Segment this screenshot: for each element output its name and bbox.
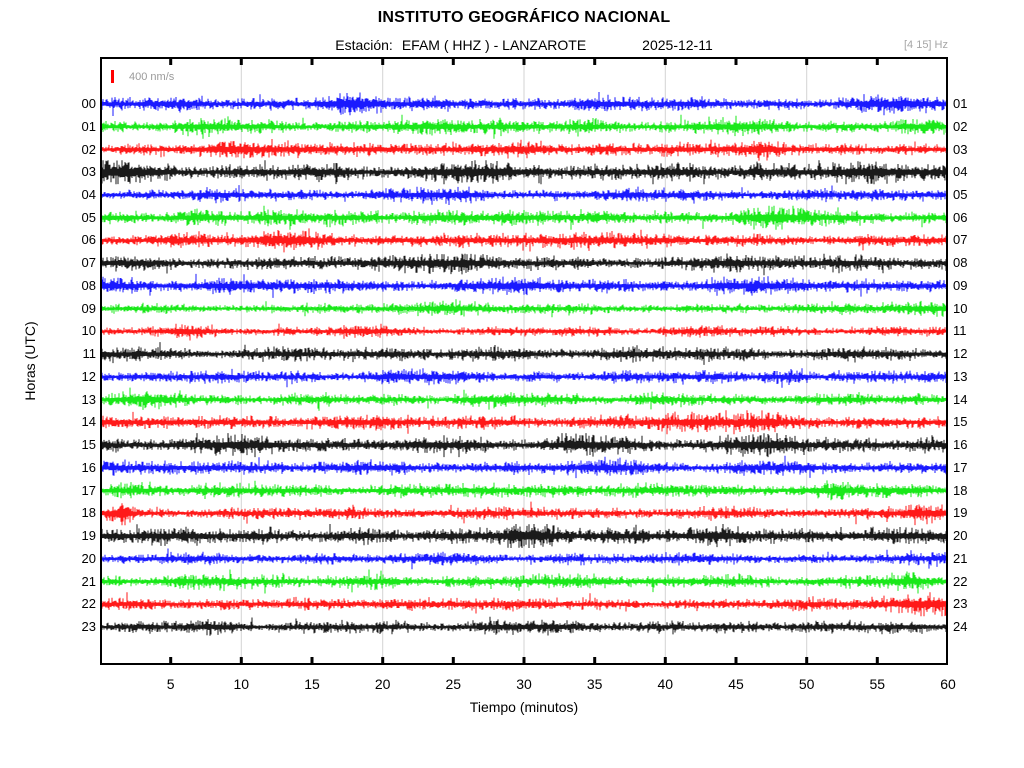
x-tick-label-30: 30 <box>516 676 532 692</box>
trace-hour-15 <box>100 433 948 458</box>
trace-hour-21 <box>100 569 948 594</box>
hour-label-right-18: 18 <box>953 482 968 498</box>
hour-label-left-11: 11 <box>82 346 97 362</box>
trace-hour-11 <box>100 342 948 365</box>
trace-hour-23 <box>100 616 948 636</box>
trace-hour-04 <box>100 185 948 205</box>
hour-label-left-14: 14 <box>81 414 96 430</box>
hour-label-left-20: 20 <box>81 550 96 566</box>
trace-hour-05 <box>100 205 948 230</box>
hour-label-left-22: 22 <box>81 596 96 612</box>
x-tick-label-5: 5 <box>166 676 175 692</box>
hour-label-left-08: 08 <box>81 277 96 293</box>
trace-hour-17 <box>100 480 948 501</box>
hour-label-right-21: 21 <box>953 550 968 566</box>
trace-hour-12 <box>100 368 948 388</box>
hour-label-right-12: 12 <box>953 346 968 362</box>
hour-label-right-08: 08 <box>953 255 968 271</box>
hour-label-left-16: 16 <box>81 459 96 475</box>
y-axis-label: Horas (UTC) <box>22 321 38 401</box>
hour-label-right-14: 14 <box>953 391 968 407</box>
hour-label-right-09: 09 <box>953 277 968 293</box>
hour-label-left-05: 05 <box>81 209 96 225</box>
hour-label-right-24: 24 <box>953 619 968 634</box>
trace-hour-00 <box>100 92 948 116</box>
hour-label-right-13: 13 <box>953 368 968 384</box>
trace-hour-20 <box>100 548 948 570</box>
page-title: INSTITUTO GEOGRÁFICO NACIONAL <box>377 9 671 26</box>
hour-label-left-01: 01 <box>81 118 96 134</box>
hour-label-left-00: 00 <box>81 96 96 111</box>
hour-label-right-01: 01 <box>953 96 968 111</box>
hour-label-right-10: 10 <box>953 300 968 316</box>
hour-label-right-23: 23 <box>953 596 968 612</box>
hour-label-right-06: 06 <box>953 209 968 225</box>
filter-band-label: [4 15] Hz <box>903 39 948 51</box>
hour-label-left-10: 10 <box>81 323 96 339</box>
x-tick-label-45: 45 <box>728 676 744 692</box>
trace-hour-06 <box>100 228 948 253</box>
hour-label-left-06: 06 <box>81 232 96 248</box>
date-label: 2025-12-11 <box>642 37 713 53</box>
hour-label-left-18: 18 <box>81 505 96 521</box>
station-value: EFAM ( HHZ ) - LANZAROTE <box>401 37 587 53</box>
x-tick-label-40: 40 <box>657 676 674 692</box>
trace-hour-07 <box>100 253 948 276</box>
x-tick-label-25: 25 <box>445 676 462 692</box>
hour-label-right-19: 19 <box>953 505 968 521</box>
hour-label-left-04: 04 <box>81 187 96 202</box>
scale-bar-label: 400 nm/s <box>129 70 175 83</box>
hour-label-right-02: 02 <box>953 118 968 134</box>
hour-label-right-15: 15 <box>953 414 968 430</box>
hour-label-right-16: 16 <box>953 437 968 453</box>
hour-label-right-22: 22 <box>953 573 968 589</box>
hour-label-right-07: 07 <box>953 232 968 248</box>
x-tick-label-50: 50 <box>798 676 815 692</box>
hour-label-left-03: 03 <box>81 164 96 180</box>
hour-label-right-17: 17 <box>953 459 968 475</box>
trace-hour-22 <box>100 592 948 617</box>
hour-label-left-02: 02 <box>81 141 96 157</box>
hour-label-left-19: 19 <box>81 528 96 543</box>
trace-hour-19 <box>100 524 948 548</box>
trace-hour-14 <box>100 410 948 435</box>
hour-label-right-20: 20 <box>953 528 968 543</box>
station-label: Estación: <box>335 37 393 53</box>
hour-label-right-04: 04 <box>953 164 968 180</box>
hour-label-left-15: 15 <box>81 437 96 453</box>
hour-label-left-13: 13 <box>81 391 96 407</box>
x-tick-label-60: 60 <box>940 676 956 692</box>
scale-bar-icon <box>111 70 114 83</box>
x-tick-label-15: 15 <box>304 676 320 692</box>
x-tick-label-10: 10 <box>233 676 250 692</box>
trace-hour-16 <box>100 455 948 479</box>
trace-hour-13 <box>100 387 948 411</box>
x-axis-label: Tiempo (minutos) <box>469 699 579 715</box>
hour-label-right-05: 05 <box>953 187 968 202</box>
hour-label-right-11: 11 <box>953 323 967 339</box>
trace-hour-03 <box>100 160 948 185</box>
subtitle: Estación: EFAM ( HHZ ) - LANZAROTE 2025-… <box>100 37 948 53</box>
hour-label-left-09: 09 <box>81 300 96 316</box>
hour-label-left-12: 12 <box>81 368 96 384</box>
x-tick-label-55: 55 <box>869 676 886 692</box>
trace-hour-09 <box>100 299 948 318</box>
trace-hour-01 <box>100 114 948 139</box>
helicorder-plot <box>100 57 948 665</box>
trace-hour-02 <box>100 139 948 161</box>
hour-label-left-21: 21 <box>81 573 96 589</box>
hour-label-left-17: 17 <box>81 482 96 498</box>
scale-bar: 400 nm/s <box>111 70 174 83</box>
plot-border <box>100 57 948 665</box>
x-tick-label-20: 20 <box>374 676 391 692</box>
trace-hour-08 <box>100 273 948 298</box>
trace-hour-10 <box>100 323 948 341</box>
trace-hour-18 <box>100 501 948 526</box>
hour-label-left-23: 23 <box>81 619 96 634</box>
hour-label-right-03: 03 <box>953 141 968 157</box>
hour-label-left-07: 07 <box>81 255 96 271</box>
x-tick-label-35: 35 <box>586 676 603 692</box>
